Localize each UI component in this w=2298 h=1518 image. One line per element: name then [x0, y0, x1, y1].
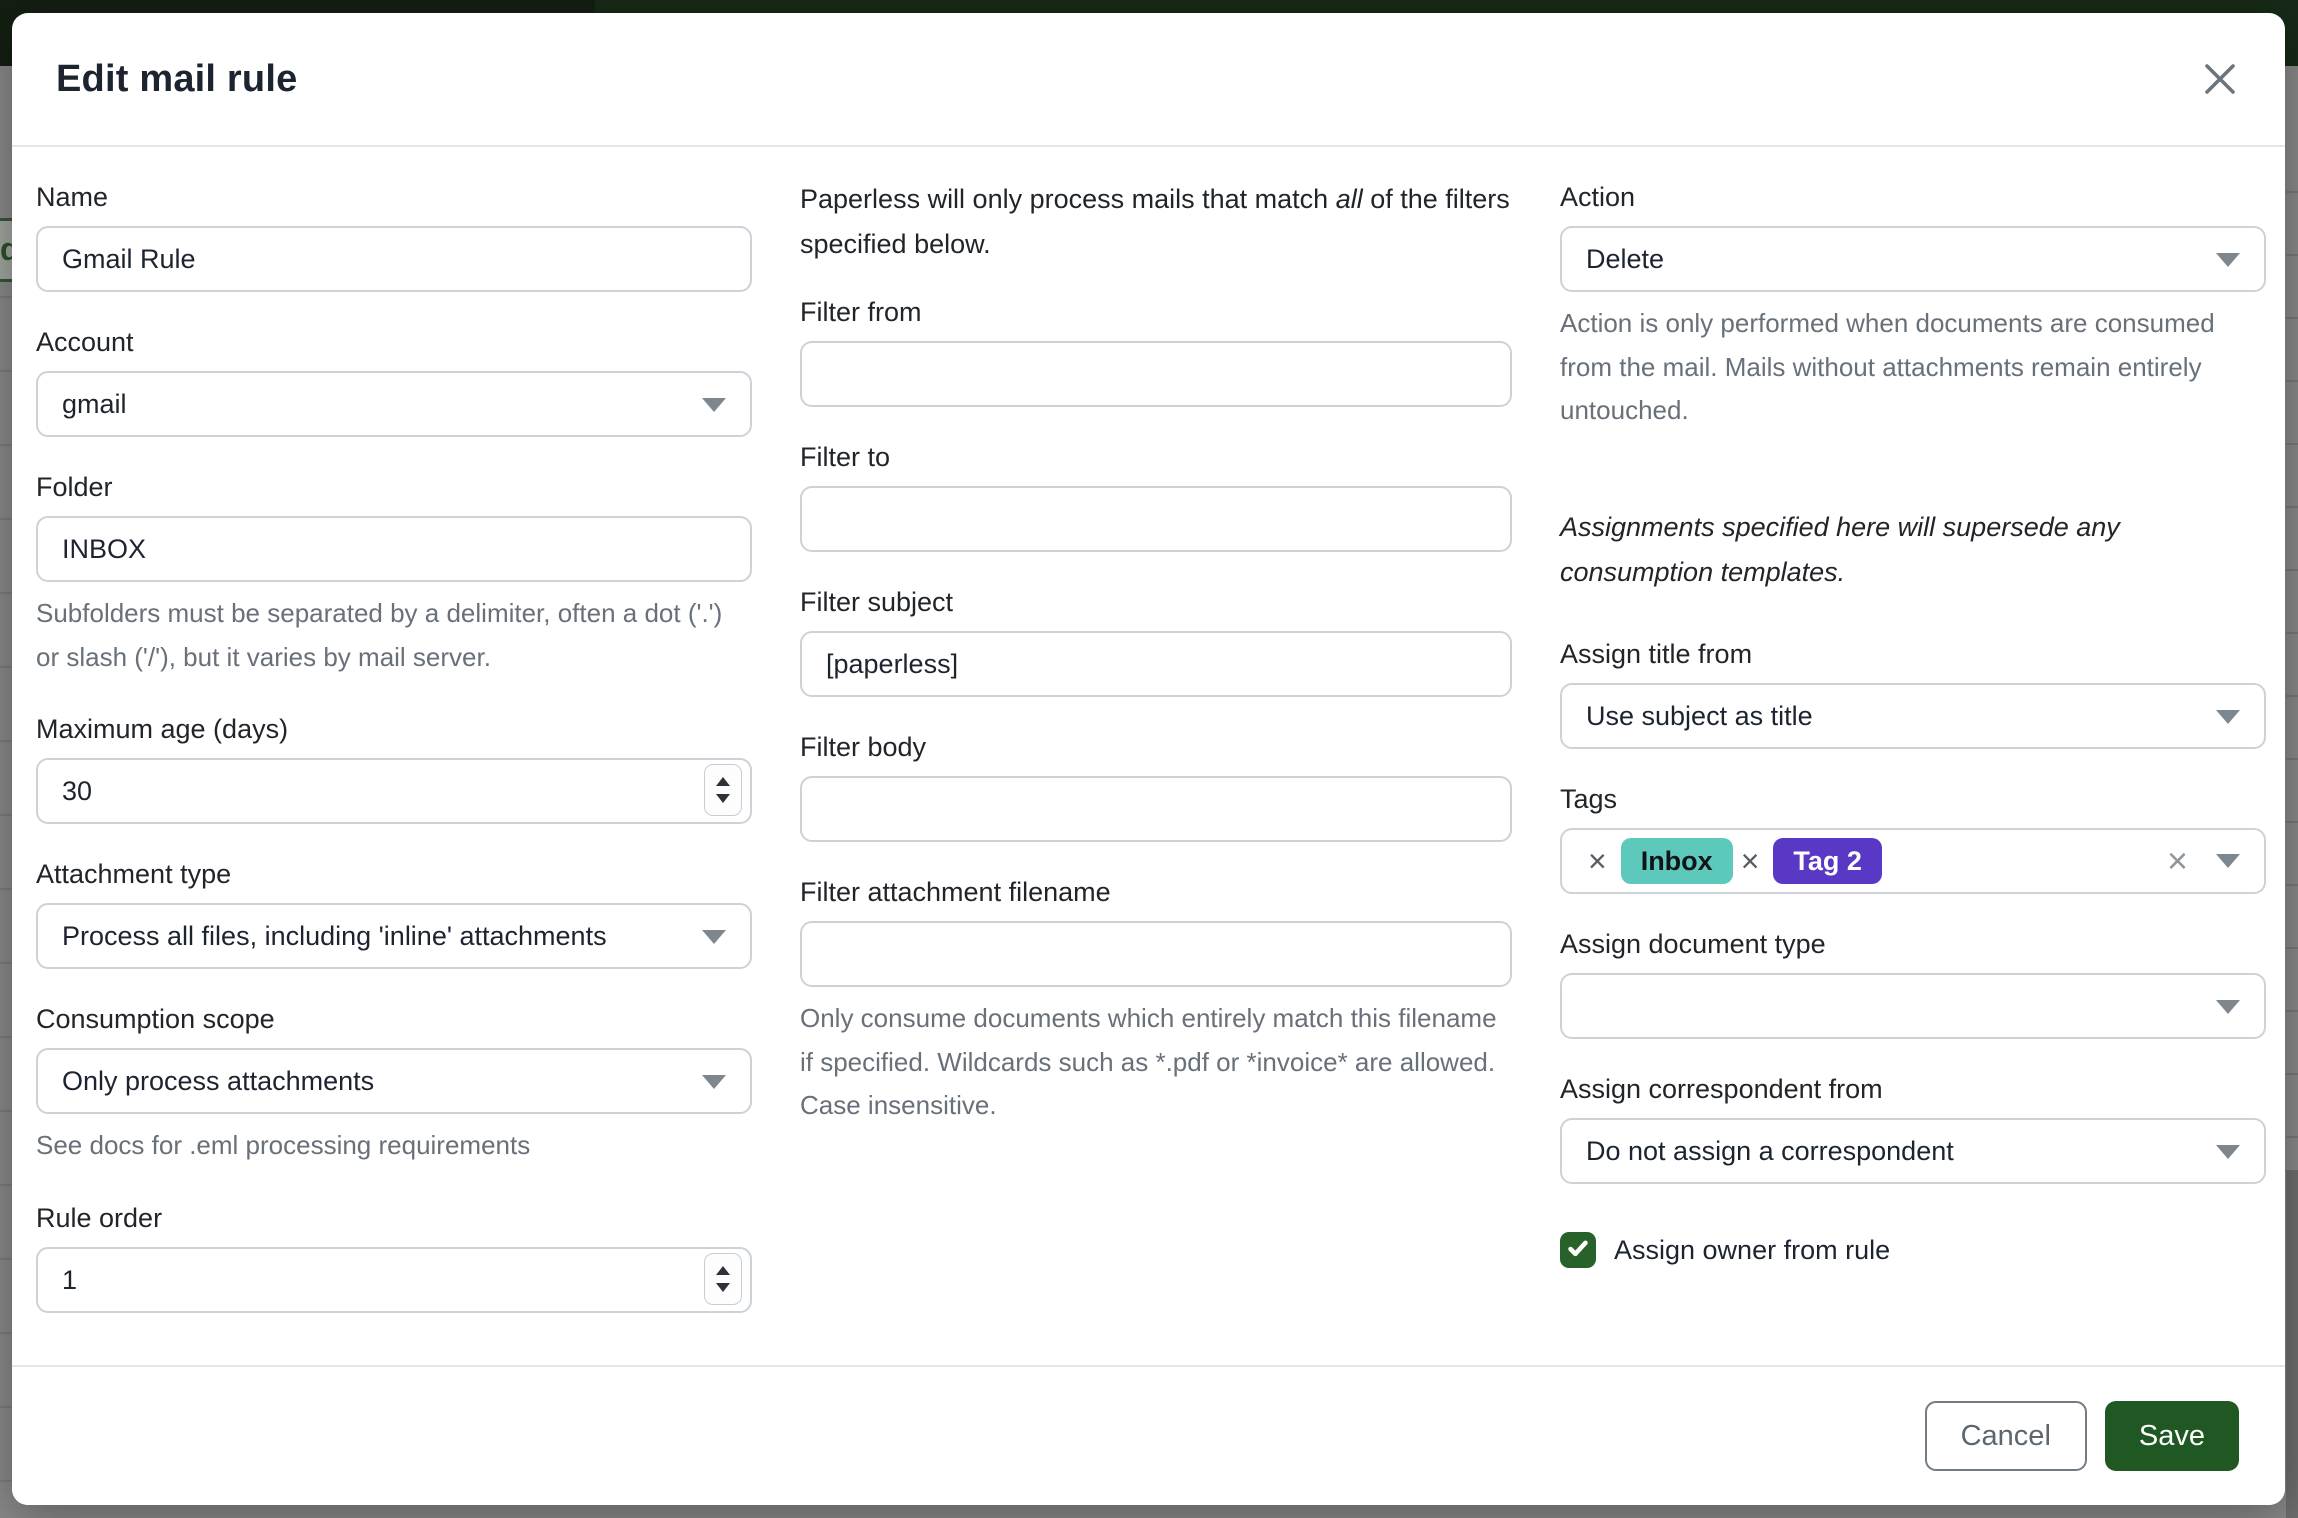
chevron-down-icon	[2216, 1000, 2240, 1015]
consumption-scope-selected-value: Only process attachments	[62, 1065, 375, 1096]
assign-title-from-selected-value: Use subject as title	[1586, 700, 1813, 731]
close-button[interactable]	[2195, 55, 2245, 105]
consumption-scope-help-text: See docs for .eml processing requirement…	[36, 1130, 531, 1161]
remove-tag-icon[interactable]: ×	[1740, 843, 1760, 880]
attachment-type-label: Attachment type	[36, 859, 232, 890]
assign-document-type-label: Assign document type	[1560, 929, 1826, 960]
chevron-down-icon	[2216, 253, 2240, 267]
action-label: Action	[1560, 182, 1636, 212]
chevron-down-icon	[702, 930, 726, 945]
folder-help-text: Subfolders must be separated by a delimi…	[36, 598, 723, 672]
dialog-title: Edit mail rule	[56, 57, 298, 100]
attachment-type-select[interactable]: Process all files, including 'inline' at…	[36, 903, 752, 970]
edit-mail-rule-dialog: Edit mail rule Name Account gmail Folder…	[12, 13, 2285, 1505]
rule-order-stepper[interactable]	[704, 1253, 742, 1306]
assign-document-type-select[interactable]	[1560, 973, 2266, 1040]
save-button[interactable]: Save	[2104, 1401, 2239, 1471]
checkmark-icon	[1565, 1235, 1591, 1266]
attachment-type-selected-value: Process all files, including 'inline' at…	[62, 920, 607, 951]
tags-multiselect[interactable]: × Inbox × Tag 2 ×	[1560, 828, 2266, 895]
background-text-fragment: d	[0, 218, 12, 282]
assign-title-from-select[interactable]: Use subject as title	[1560, 683, 2266, 750]
action-select[interactable]: Delete	[1560, 226, 2266, 292]
stepper-down-icon	[716, 1283, 730, 1293]
assign-owner-row: Assign owner from rule	[1560, 1232, 2266, 1269]
folder-label: Folder	[36, 472, 113, 502]
assign-owner-checkbox[interactable]	[1560, 1232, 1596, 1269]
max-age-label: Maximum age (days)	[36, 714, 289, 745]
tag-pill-inbox: Inbox	[1620, 838, 1733, 885]
close-icon	[2197, 56, 2243, 105]
stepper-down-icon	[716, 794, 730, 804]
assign-correspondent-from-label: Assign correspondent from	[1560, 1074, 1883, 1105]
assign-owner-label: Assign owner from rule	[1614, 1234, 1891, 1265]
background-table-rows-left	[0, 150, 12, 1518]
stepper-up-icon	[716, 777, 730, 787]
account-selected-value: gmail	[62, 388, 127, 419]
name-label: Name	[36, 182, 109, 212]
chevron-down-icon	[702, 398, 726, 412]
assign-correspondent-from-select[interactable]: Do not assign a correspondent	[1560, 1118, 2266, 1185]
filter-attachment-help-text: Only consume documents which entirely ma…	[800, 1003, 1497, 1121]
max-age-stepper[interactable]	[704, 764, 742, 817]
remove-tag-icon[interactable]: ×	[1588, 843, 1607, 880]
filter-subject-input[interactable]	[800, 631, 1512, 698]
stepper-up-icon	[716, 1266, 730, 1276]
tags-label: Tags	[1560, 784, 1618, 815]
consumption-scope-label: Consumption scope	[36, 1004, 275, 1035]
action-selected-value: Delete	[1586, 243, 1665, 274]
rule-order-label: Rule order	[36, 1203, 163, 1234]
assign-title-from-label: Assign title from	[1560, 639, 1753, 670]
filter-from-label: Filter from	[800, 297, 922, 328]
chevron-down-icon[interactable]	[2216, 854, 2240, 869]
filter-attachment-filename-label: Filter attachment filename	[800, 877, 1111, 908]
dialog-header: Edit mail rule	[12, 13, 2285, 147]
chevron-down-icon	[2216, 1145, 2240, 1160]
filter-from-input[interactable]	[800, 341, 1512, 408]
column-right: Action Delete Action is only performed w…	[1560, 147, 2266, 1269]
assign-correspondent-from-selected-value: Do not assign a correspondent	[1586, 1135, 1954, 1166]
consumption-scope-select[interactable]: Only process attachments	[36, 1048, 752, 1115]
action-help-text: Action is only performed when documents …	[1560, 308, 2215, 426]
tag-pill-tag2: Tag 2	[1773, 838, 1882, 885]
assignments-note: Assignments specified here will supersed…	[1560, 512, 2120, 587]
dialog-footer: Cancel Save	[12, 1365, 2285, 1505]
name-input[interactable]	[36, 226, 752, 292]
chevron-down-icon	[702, 1075, 726, 1090]
column-middle: Paperless will only process mails that m…	[800, 147, 1512, 1158]
chevron-down-icon	[2216, 710, 2240, 725]
cancel-button[interactable]: Cancel	[1924, 1401, 2087, 1471]
rule-order-input[interactable]	[36, 1247, 752, 1314]
filter-to-label: Filter to	[800, 442, 891, 473]
filters-intro-text: Paperless will only process mails that m…	[800, 184, 1510, 259]
folder-input[interactable]	[36, 516, 752, 582]
filter-attachment-filename-input[interactable]	[800, 921, 1512, 988]
background-table-rows-right	[2286, 130, 2298, 1170]
max-age-input[interactable]	[36, 758, 752, 825]
filter-body-input[interactable]	[800, 776, 1512, 843]
clear-tags-icon[interactable]: ×	[2166, 840, 2188, 882]
account-select[interactable]: gmail	[36, 371, 752, 437]
column-left: Name Account gmail Folder Subfolders mus…	[36, 147, 752, 1343]
background-scrollbar-thumb	[2286, 1170, 2298, 1518]
filter-body-label: Filter body	[800, 732, 927, 763]
filter-subject-label: Filter subject	[800, 587, 954, 618]
account-label: Account	[36, 327, 134, 357]
filter-to-input[interactable]	[800, 486, 1512, 553]
